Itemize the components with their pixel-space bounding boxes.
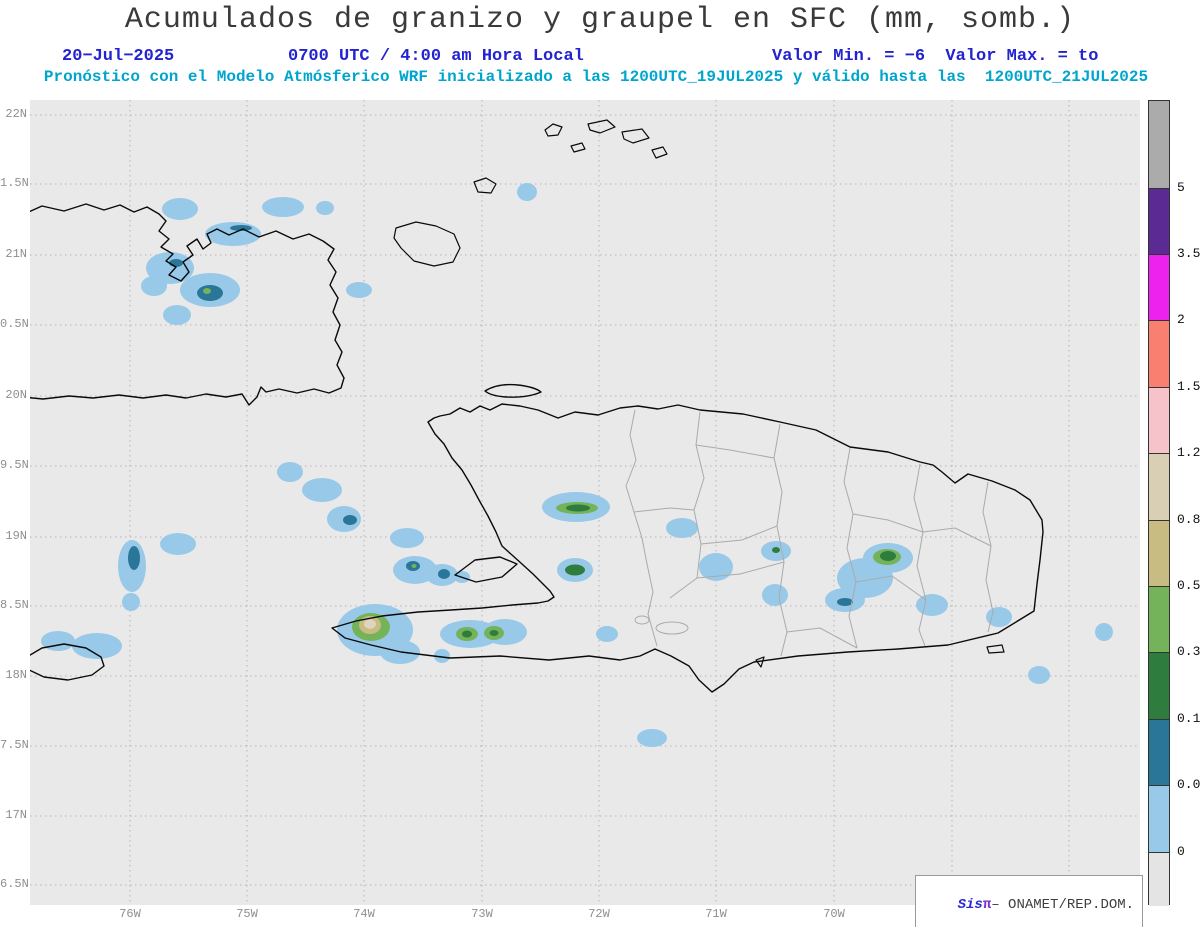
y-tick-label: 7.5N — [0, 738, 29, 752]
colorbar-tick-label: 0.3 — [1177, 644, 1200, 659]
caicos-island-1 — [544, 123, 563, 137]
y-tick-label: 0.5N — [0, 317, 29, 331]
colorbar-tick-label: 2 — [1177, 312, 1185, 327]
colorbar-segment — [1149, 786, 1169, 853]
y-tick-label: 21N — [5, 247, 27, 261]
colorbar-segment — [1149, 521, 1169, 587]
saona-island — [986, 644, 1005, 654]
colorbar-segment — [1149, 720, 1169, 786]
great-inagua-island — [393, 221, 461, 267]
colorbar-tick-label: 5 — [1177, 180, 1185, 195]
colorbar-segment — [1149, 101, 1169, 189]
watermark-box: Sisπ– ONAMET/REP.DOM. — [915, 875, 1144, 927]
colorbar-segment — [1149, 454, 1169, 521]
colorbar-segment — [1149, 388, 1169, 454]
x-tick-label: 76W — [119, 907, 141, 921]
valid-date: 20−Jul−2025 — [62, 47, 175, 66]
small-islands — [393, 119, 1005, 668]
caicos-island-3 — [621, 128, 650, 144]
colorbar-tick-label: 1.5 — [1177, 379, 1200, 394]
jamaica-coastline — [30, 643, 105, 681]
province-borders — [625, 409, 994, 657]
watermark-org-text: – ONAMET/REP.DOM. — [991, 897, 1135, 913]
y-tick-label: 1.5N — [0, 176, 29, 190]
value-range: Valor Min. = −6 Valor Max. = to — [772, 47, 1099, 66]
colorbar-segment — [1149, 853, 1169, 906]
colorbar-tick-label: 0.05 — [1177, 777, 1200, 792]
colorbar-tick-label: 0.8 — [1177, 512, 1200, 527]
colorbar-segment — [1149, 653, 1169, 720]
x-tick-label: 72W — [588, 907, 610, 921]
little-inagua-island — [473, 177, 497, 194]
y-tick-label: 6.5N — [0, 877, 29, 891]
x-tick-label: 71W — [705, 907, 727, 921]
precipitation-shading — [41, 183, 1113, 747]
y-tick-label: 9.5N — [0, 458, 29, 472]
y-tick-label: 8.5N — [0, 598, 29, 612]
sispi-logo-text: Sis — [957, 897, 983, 913]
colorbar-tick-label: 3.5 — [1177, 246, 1200, 261]
x-tick-label: 73W — [471, 907, 493, 921]
x-tick-label: 75W — [236, 907, 258, 921]
coastlines — [30, 203, 1044, 693]
model-info-line: Pronóstico con el Modelo Atmósferico WRF… — [43, 68, 1149, 86]
colorbar-segment — [1149, 189, 1169, 255]
y-tick-label: 18N — [5, 668, 27, 682]
colorbar-segment — [1149, 587, 1169, 653]
sispi-pi-glyph: π — [982, 897, 992, 913]
y-tick-label: 22N — [5, 107, 27, 121]
x-tick-label: 70W — [823, 907, 845, 921]
cuba-coastline — [30, 203, 345, 406]
colorbar-segment — [1149, 321, 1169, 388]
colorbar-tick-label: 0.5 — [1177, 578, 1200, 593]
valid-time: 0700 UTC / 4:00 am Hora Local — [288, 47, 584, 66]
y-tick-label: 19N — [5, 529, 27, 543]
map-plot-area — [30, 100, 1140, 905]
chart-title: Acumulados de granizo y graupel en SFC (… — [124, 3, 1076, 37]
x-tick-label: 74W — [353, 907, 375, 921]
colorbar-tick-label: 0 — [1177, 844, 1185, 859]
colorbar-segment — [1149, 255, 1169, 321]
colorbar-tick-label: 1.2 — [1177, 445, 1200, 460]
y-tick-label: 17N — [5, 808, 27, 822]
tortuga-island — [484, 383, 542, 398]
turks-island — [651, 146, 668, 159]
colorbar — [1148, 100, 1170, 906]
caicos-island-4 — [570, 142, 586, 153]
colorbar-tick-label: 0.1 — [1177, 711, 1200, 726]
beata-island — [755, 656, 765, 668]
caicos-island-2 — [587, 119, 616, 134]
gridlines — [30, 100, 1140, 905]
y-tick-label: 20N — [5, 388, 27, 402]
gonave-island — [454, 556, 518, 583]
hispaniola-coastline — [331, 403, 1044, 693]
